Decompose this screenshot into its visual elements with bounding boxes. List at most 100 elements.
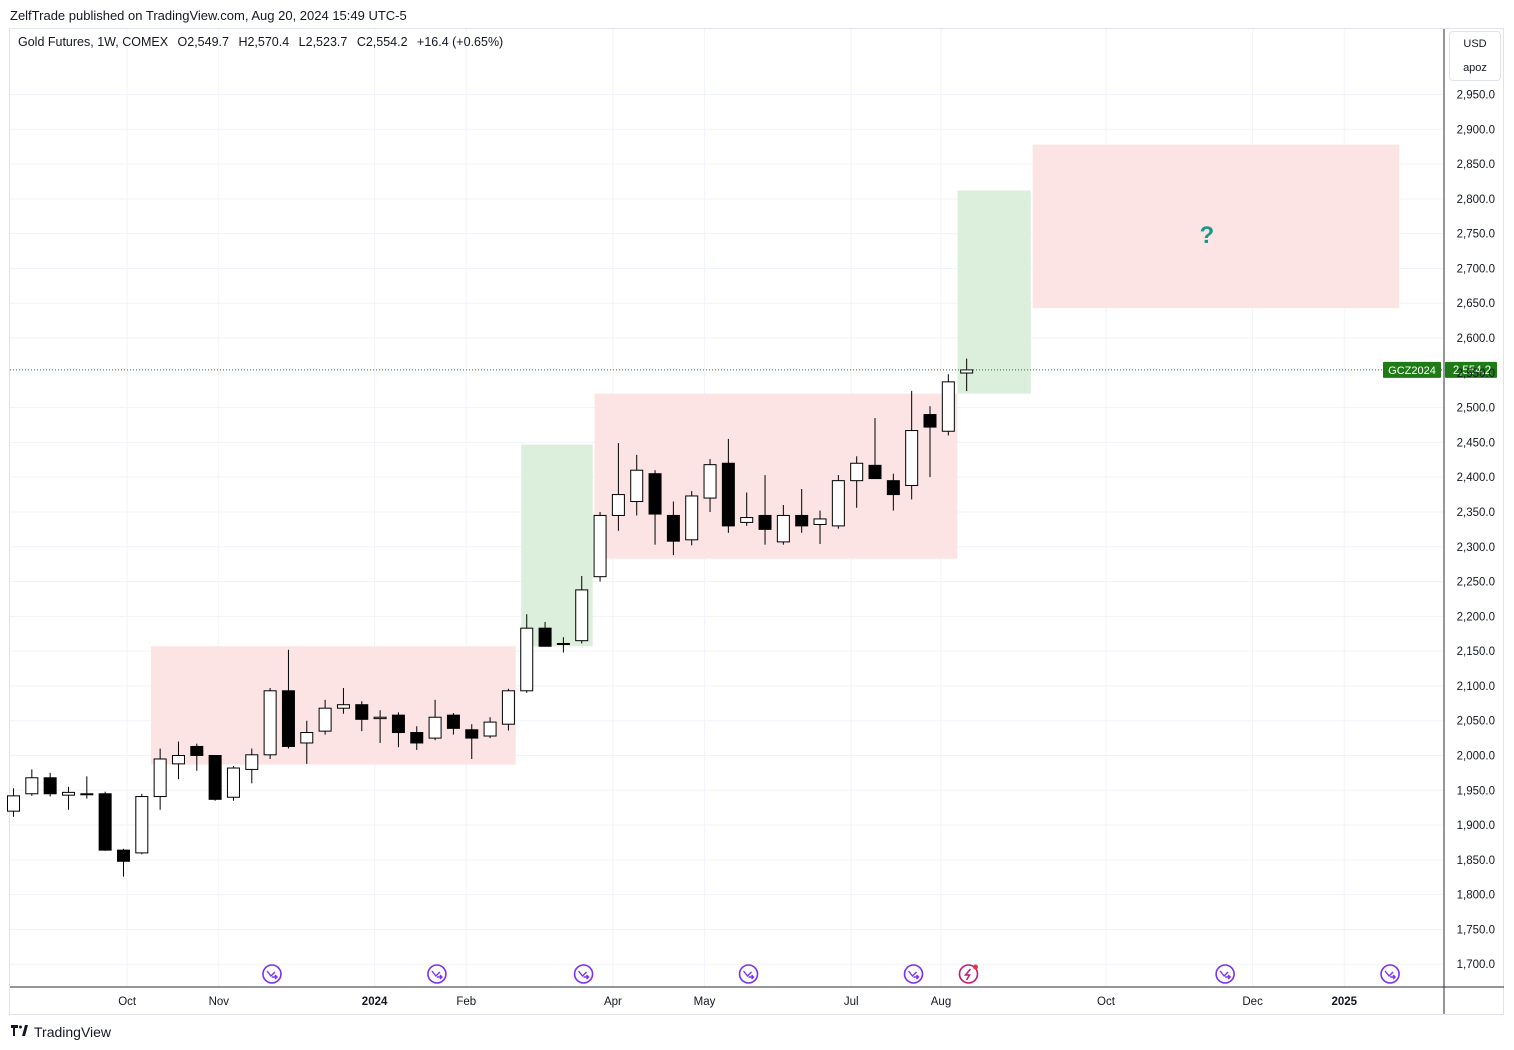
dividend-event-icon[interactable] (573, 964, 594, 984)
candle-down (538, 627, 552, 647)
event-circle (958, 964, 979, 984)
y-tick-label: 2,500.0 (1457, 403, 1495, 415)
x-tick-label: Oct (118, 996, 137, 1008)
y-tick-label: 2,400.0 (1457, 472, 1495, 484)
y-tick-label: 2,550.0 (1457, 368, 1495, 380)
dividend-event-icon[interactable] (1215, 964, 1235, 984)
x-tick-label: Nov (209, 996, 230, 1008)
x-tick-label: Dec (1242, 996, 1263, 1008)
split-event-icon[interactable] (958, 964, 979, 984)
red-range-zone (1032, 144, 1400, 309)
chart-frame[interactable] (9, 28, 1504, 1015)
symbol-tag-bg (1383, 361, 1441, 378)
unit-label[interactable]: apoz (1463, 62, 1487, 74)
x-tick-label: 2024 (362, 996, 388, 1008)
y-tick-label: 2,350.0 (1457, 507, 1495, 519)
candle-down (886, 480, 900, 496)
y-tick-label: 2,700.0 (1457, 263, 1495, 275)
y-tick-label: 2,850.0 (1457, 159, 1495, 171)
y-tick-label: 1,950.0 (1457, 785, 1495, 797)
dividend-event-icon[interactable] (262, 964, 282, 984)
candle-down (795, 514, 809, 527)
arrow-glyph (1384, 970, 1397, 980)
candle-up (905, 430, 919, 487)
legend-symbol: Gold Futures, 1W, COMEX (18, 35, 169, 49)
candle-up (740, 517, 754, 523)
price-line: GCZ2024 2,554.2 (10, 361, 1497, 378)
y-tick-label: 2,150.0 (1457, 646, 1495, 658)
y-tick-label: 2,200.0 (1457, 611, 1495, 623)
candle-up (226, 767, 240, 798)
candle-up (300, 732, 314, 744)
candle-up (373, 716, 387, 720)
y-tick-label: 2,250.0 (1457, 577, 1495, 589)
y-tick-label: 2,100.0 (1457, 681, 1495, 693)
legend-change: +16.4 (+0.65%) (417, 35, 504, 49)
y-tick-label: 2,900.0 (1457, 124, 1495, 136)
tradingview-logo-icon (11, 1025, 28, 1036)
candle-up (941, 381, 955, 432)
y-tick-label: 1,800.0 (1457, 890, 1495, 902)
currency-unit-box[interactable]: USD apoz (1449, 31, 1501, 81)
candle-up (960, 369, 974, 374)
y-tick-label: 2,300.0 (1457, 542, 1495, 554)
tradingview-brand[interactable]: TradingView (10, 1024, 111, 1040)
dividend-event-icon[interactable] (1380, 964, 1400, 984)
candle-up (61, 791, 75, 796)
candle-down (923, 414, 937, 428)
candle-up (263, 690, 277, 756)
y-tick-label: 2,000.0 (1457, 751, 1495, 763)
arrow-glyph (742, 970, 755, 980)
candle-down (116, 849, 130, 862)
candle-up (703, 464, 717, 499)
candle-up (611, 494, 625, 516)
legend-close: C2,554.2 (356, 35, 408, 49)
red-range-zone (150, 646, 516, 765)
x-tick-label: Feb (456, 996, 476, 1008)
arrow-glyph (578, 970, 590, 980)
candle-up (831, 480, 845, 527)
candle-down (758, 514, 772, 530)
price-tag-bg (1445, 361, 1497, 378)
candle-down (868, 464, 882, 480)
x-tick-label: Aug (931, 996, 951, 1008)
candle-up (593, 514, 607, 578)
candle-down (208, 755, 222, 800)
price-tag: 2,554.2 (1453, 365, 1491, 377)
candle-down (410, 732, 424, 744)
y-tick-label: 1,900.0 (1457, 820, 1495, 832)
y-tick-label: 1,700.0 (1457, 959, 1495, 971)
legend-low: L2,523.7 (298, 35, 348, 49)
x-tick-label: Apr (604, 996, 622, 1008)
y-tick-label: 2,600.0 (1457, 333, 1495, 345)
candle-up (850, 462, 864, 482)
dividend-event-icon[interactable] (738, 964, 759, 984)
dividend-event-icon[interactable] (903, 964, 924, 984)
x-tick-label: Oct (1097, 996, 1116, 1008)
y-tick-label: 2,050.0 (1457, 716, 1495, 728)
dividend-event-icon[interactable] (427, 964, 447, 984)
candle-up (428, 716, 442, 739)
candle-up (501, 690, 515, 725)
y-axis: 1,700.0 1,750.0 1,800.0 1,850.0 1,900.0 1,950… (1457, 89, 1495, 971)
event-circle (427, 964, 447, 984)
question-annotation: ? (1199, 222, 1214, 249)
candle-up (483, 721, 497, 737)
legend-open: O2,549.7 (177, 35, 229, 49)
event-circle (573, 964, 594, 984)
candle-down (648, 473, 662, 515)
x-axis: Oct Nov 2024 Feb Apr May Jul Aug Oct Dec 2025 (118, 996, 1357, 1008)
event-markers (262, 964, 1400, 984)
candle-down (465, 729, 479, 739)
symbol-legend[interactable]: Gold Futures, 1W, COMEX O2,549.7 H2,570.… (18, 35, 509, 49)
y-tick-label: 1,750.0 (1457, 924, 1495, 936)
candle-down (721, 462, 735, 527)
currency-label[interactable]: USD (1463, 38, 1487, 50)
y-tick-label: 2,750.0 (1457, 229, 1495, 241)
candle-up (556, 642, 570, 645)
event-circle (1380, 964, 1400, 984)
zones (150, 144, 1400, 765)
candle-up (336, 704, 350, 709)
arrow-glyph (907, 970, 920, 980)
